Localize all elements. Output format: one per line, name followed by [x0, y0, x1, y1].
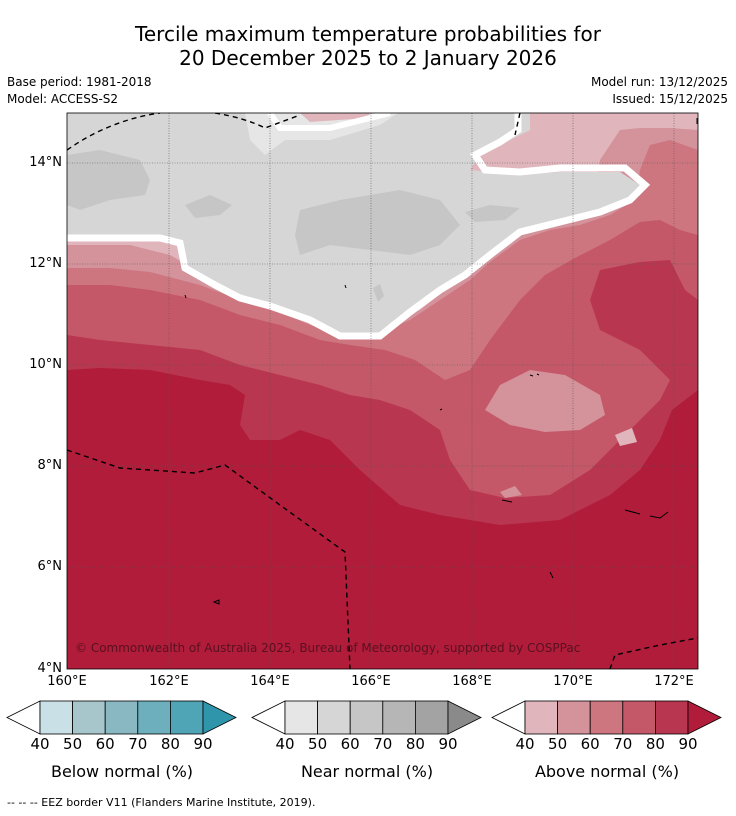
copyright-text: © Commonwealth of Australia 2025, Bureau… [75, 641, 580, 655]
graticule [67, 113, 698, 669]
near-colorbar-segment [382, 700, 416, 735]
eez-border [67, 113, 698, 669]
model-run: Model run: 13/12/2025 [590, 75, 728, 89]
near-colorbar-tick: 40 [275, 735, 295, 753]
lon-label: 166°E [351, 674, 391, 689]
lat-label: 4°N [37, 661, 63, 676]
below-colorbar-segment [104, 700, 139, 735]
map-field: © Commonwealth of Australia 2025, Bureau… [67, 113, 698, 669]
lon-label: 172°E [654, 674, 694, 689]
below-colorbar-low-end [6, 700, 41, 735]
below-colorbar-high-end [202, 700, 237, 735]
lon-label: 170°E [553, 674, 593, 689]
near-colorbar-tick: 80 [405, 735, 425, 753]
above-50-blob [485, 370, 605, 432]
above-colorbar-low-end [491, 700, 526, 735]
lat-label: 12°N [29, 256, 62, 271]
below-colorbar-tick: 50 [63, 735, 83, 753]
issued-date: Issued: 15/12/2025 [612, 92, 728, 106]
lat-label: 8°N [37, 458, 63, 473]
below-colorbar-tick: 60 [95, 735, 115, 753]
lat-label: 10°N [29, 357, 62, 372]
near-colorbar-segment [349, 700, 384, 735]
near-normal-label: Near normal (%) [300, 762, 434, 781]
near-60-patch [67, 150, 150, 210]
near-colorbar-segment [414, 700, 449, 735]
above-colorbar-tick: 60 [580, 735, 600, 753]
meta-left: Base period: 1981-2018 Model: ACCESS-S2 [7, 74, 152, 108]
above-colorbar-segment [622, 700, 656, 735]
probability-boundary [267, 113, 391, 131]
below-colorbar-tick: 90 [193, 735, 213, 753]
above-colorbar-tick: 80 [645, 735, 665, 753]
near-60-patch [373, 284, 384, 302]
above-colorbar-segment [524, 700, 558, 735]
above-colorbar-segment [655, 700, 689, 735]
below-colorbar-segment [39, 700, 73, 735]
near-colorbar-low-end [251, 700, 286, 735]
eez-footnote: -- -- -- EEZ border V11 (Flanders Marine… [7, 796, 316, 809]
lon-label: 164°E [250, 674, 290, 689]
above-50-blob [500, 486, 522, 498]
below-colorbar-tick: 80 [160, 735, 180, 753]
near-60-patch [185, 195, 232, 218]
near-colorbar-tick: 70 [373, 735, 393, 753]
above-colorbar-tick: 50 [548, 735, 568, 753]
title-line-1: Tercile maximum temperature probabilitie… [135, 22, 601, 46]
lat-label: 14°N [29, 155, 62, 170]
above-colorbar-tick: 40 [515, 735, 535, 753]
below-colorbar-segment [72, 700, 106, 735]
below-colorbar-tick: 70 [128, 735, 148, 753]
lon-label: 162°E [149, 674, 189, 689]
colorbars [6, 700, 722, 735]
near-colorbar-segment [317, 700, 351, 735]
near-60-patch [465, 205, 520, 222]
above-colorbar-segment [557, 700, 591, 735]
lon-label: 160°E [47, 674, 87, 689]
islands [184, 118, 698, 605]
above-normal-label: Above normal (%) [534, 762, 680, 781]
near-colorbar-tick: 50 [308, 735, 328, 753]
near-colorbar-segment [284, 700, 318, 735]
above-colorbar-tick: 70 [613, 735, 633, 753]
probability-boundary [67, 113, 651, 340]
lat-label: 6°N [37, 559, 63, 574]
above-40-blob [615, 428, 637, 446]
above-colorbar-high-end [687, 700, 722, 735]
above-colorbar-segment [589, 700, 624, 735]
lon-label: 168°E [452, 674, 492, 689]
meta-right: Model run: 13/12/2025 Issued: 15/12/2025 [591, 74, 728, 108]
above-colorbar-tick: 90 [678, 735, 698, 753]
near-60-patch [295, 190, 460, 255]
below-colorbar-segment [169, 700, 204, 735]
near-colorbar-tick: 60 [340, 735, 360, 753]
model-name: Model: ACCESS-S2 [7, 92, 119, 106]
map-frame [66, 112, 699, 670]
base-period: Base period: 1981-2018 [7, 75, 152, 89]
below-colorbar-tick: 40 [30, 735, 50, 753]
title-line-2: 20 December 2025 to 2 January 2026 [179, 46, 557, 70]
below-normal-label: Below normal (%) [50, 762, 194, 781]
map-title: Tercile maximum temperature probabilitie… [0, 22, 736, 70]
near-colorbar-tick: 90 [438, 735, 458, 753]
above-40-patch [300, 113, 370, 122]
below-colorbar-segment [137, 700, 171, 735]
near-colorbar-high-end [447, 700, 482, 735]
